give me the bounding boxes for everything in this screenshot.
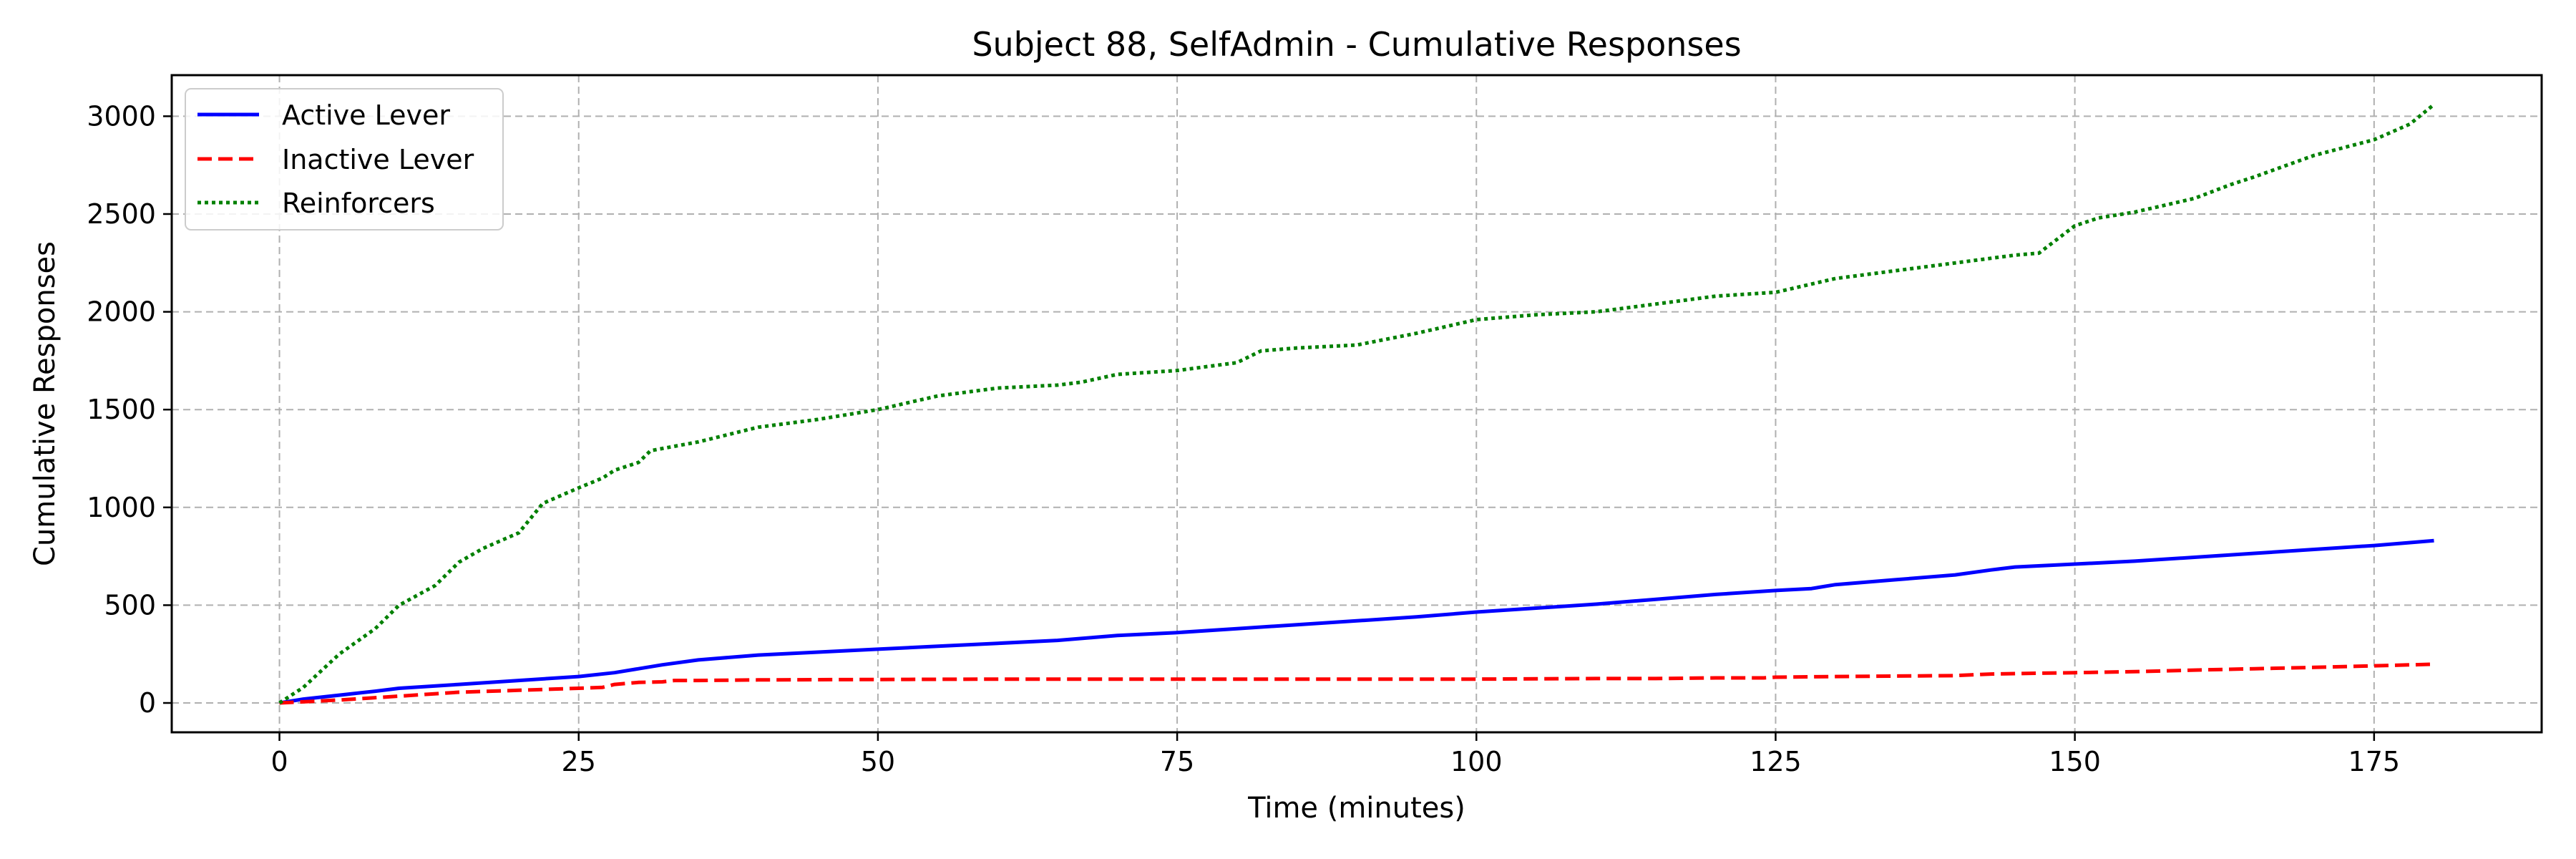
grid [172, 75, 2542, 732]
x-tick-label: 25 [562, 746, 596, 777]
x-tick-label: 175 [2348, 746, 2401, 777]
legend: Active Lever Inactive Lever Reinforcers [185, 88, 504, 230]
x-axis-label: Time (minutes) [1247, 792, 1465, 825]
series-line-reinforcers [278, 103, 2436, 705]
series-line-active-lever [279, 538, 2434, 705]
y-tick-label: 500 [104, 589, 156, 621]
x-tick-label: 50 [861, 746, 895, 777]
legend-label-active: Active Lever [282, 100, 450, 131]
legend-box [185, 88, 504, 230]
chart-title: Subject 88, SelfAdmin - Cumulative Respo… [972, 25, 1741, 64]
y-tick-label: 2500 [87, 198, 156, 230]
x-tick-label: 125 [1750, 746, 1802, 777]
x-tick-label: 0 [270, 746, 288, 777]
y-tick-label: 2000 [87, 296, 156, 328]
series-line-inactive-lever [279, 662, 2434, 705]
x-axis: 0 25 50 75 100 125 150 175 [270, 732, 2400, 777]
legend-label-inactive: Inactive Lever [282, 144, 474, 175]
legend-label-reinforcers: Reinforcers [282, 188, 435, 219]
series-lines [278, 103, 2436, 705]
x-tick-label: 150 [2049, 746, 2101, 777]
y-axis-label: Cumulative Responses [29, 241, 62, 566]
plot-frame [170, 74, 2543, 734]
x-tick-label: 100 [1450, 746, 1503, 777]
y-axis: 0 500 1000 1500 2000 2500 3000 [87, 100, 172, 719]
x-tick-label: 75 [1160, 746, 1194, 777]
y-tick-label: 0 [139, 687, 156, 719]
y-tick-label: 1500 [87, 394, 156, 425]
y-tick-label: 3000 [87, 100, 156, 132]
y-tick-label: 1000 [87, 492, 156, 523]
